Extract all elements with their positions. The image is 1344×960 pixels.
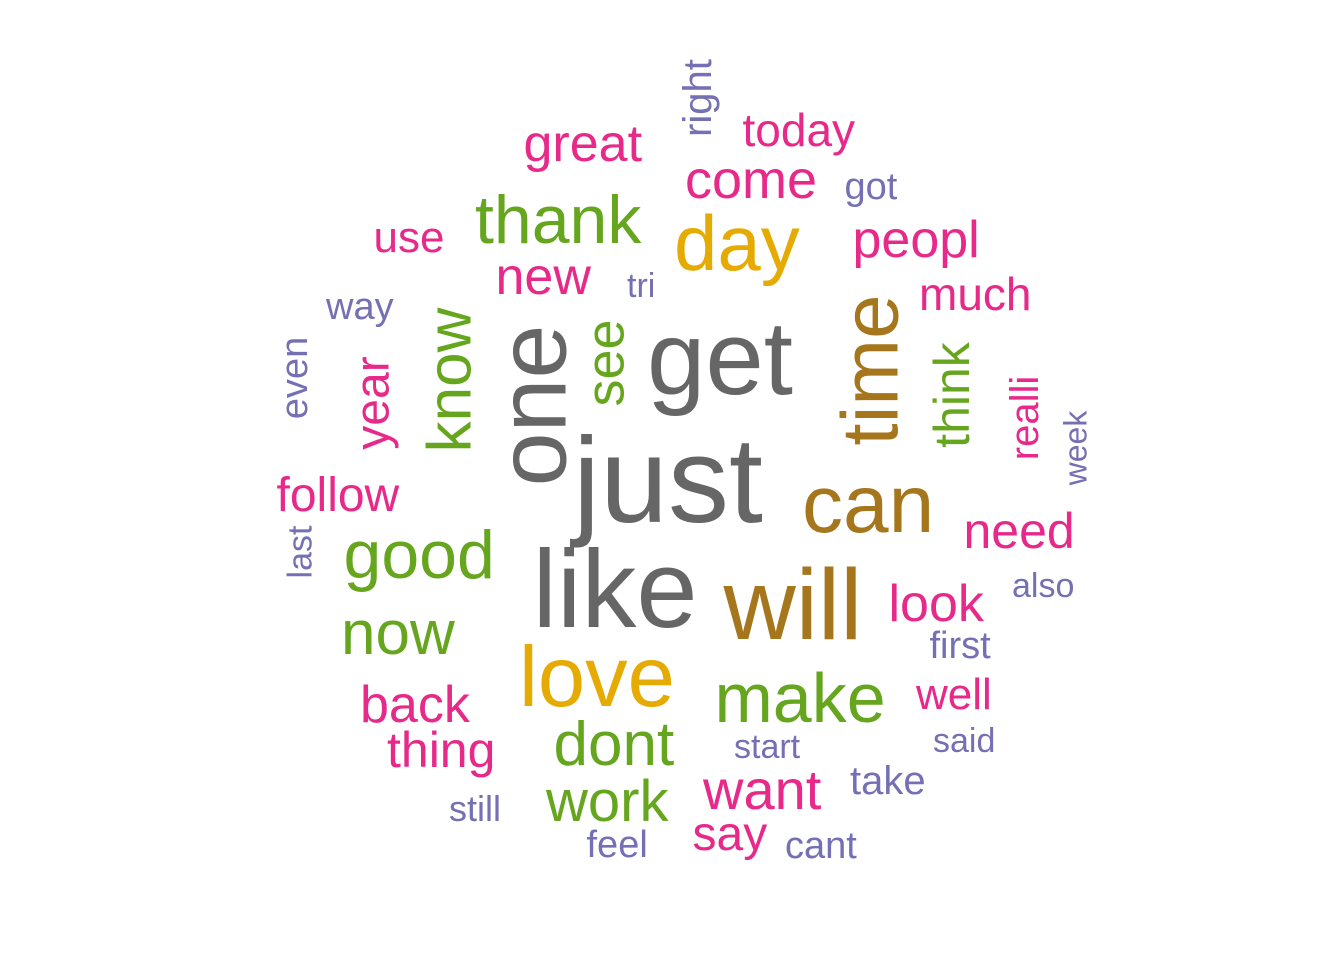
word-back: back bbox=[360, 676, 470, 734]
word-say: say bbox=[692, 808, 768, 861]
word-use: use bbox=[373, 213, 445, 262]
word-one: one bbox=[477, 324, 587, 486]
word-said: said bbox=[933, 722, 996, 760]
word-take: take bbox=[850, 759, 926, 803]
word-time: time bbox=[825, 294, 915, 446]
word-see: see bbox=[575, 319, 636, 407]
word-well: well bbox=[916, 670, 992, 719]
word-come: come bbox=[685, 150, 818, 210]
word-first: first bbox=[929, 625, 991, 667]
word-even: even bbox=[274, 336, 317, 420]
word-work: work bbox=[546, 769, 669, 834]
word-get: get bbox=[647, 299, 793, 417]
word-thank: thank bbox=[475, 182, 642, 258]
word-think: think bbox=[923, 342, 980, 448]
word-great: great bbox=[523, 115, 643, 173]
word-will: will bbox=[723, 549, 863, 661]
word-cant: cant bbox=[785, 825, 857, 867]
word-know: know bbox=[414, 307, 484, 453]
word-just: just bbox=[573, 412, 763, 548]
word-day: day bbox=[674, 199, 800, 287]
word-year: year bbox=[346, 356, 400, 450]
word-dont: dont bbox=[553, 710, 675, 779]
word-feel: feel bbox=[586, 824, 648, 866]
word-much: much bbox=[919, 268, 1032, 320]
word-love: love bbox=[519, 629, 675, 725]
word-today: today bbox=[742, 104, 856, 156]
word-start: start bbox=[734, 728, 801, 766]
word-follow: follow bbox=[276, 469, 400, 522]
word-got: got bbox=[844, 166, 898, 208]
word-want: want bbox=[703, 758, 822, 821]
word-still: still bbox=[449, 788, 501, 829]
word-good: good bbox=[343, 517, 495, 593]
word-right: right bbox=[675, 59, 720, 137]
word-week: week bbox=[1056, 410, 1093, 486]
word-last: last bbox=[280, 525, 319, 579]
word-thing: thing bbox=[387, 722, 496, 778]
word-look: look bbox=[888, 575, 984, 633]
word-make: make bbox=[714, 659, 886, 737]
word-peopl: peopl bbox=[852, 211, 980, 269]
word-need: need bbox=[963, 503, 1075, 559]
word-now: now bbox=[341, 599, 455, 668]
word-way: way bbox=[326, 286, 394, 328]
word-new: new bbox=[495, 248, 591, 306]
word-also: also bbox=[1012, 567, 1075, 605]
word-like: like bbox=[532, 528, 698, 651]
word-can: can bbox=[802, 459, 935, 550]
word-realli: realli bbox=[1003, 375, 1048, 461]
word-tri: tri bbox=[627, 267, 656, 305]
